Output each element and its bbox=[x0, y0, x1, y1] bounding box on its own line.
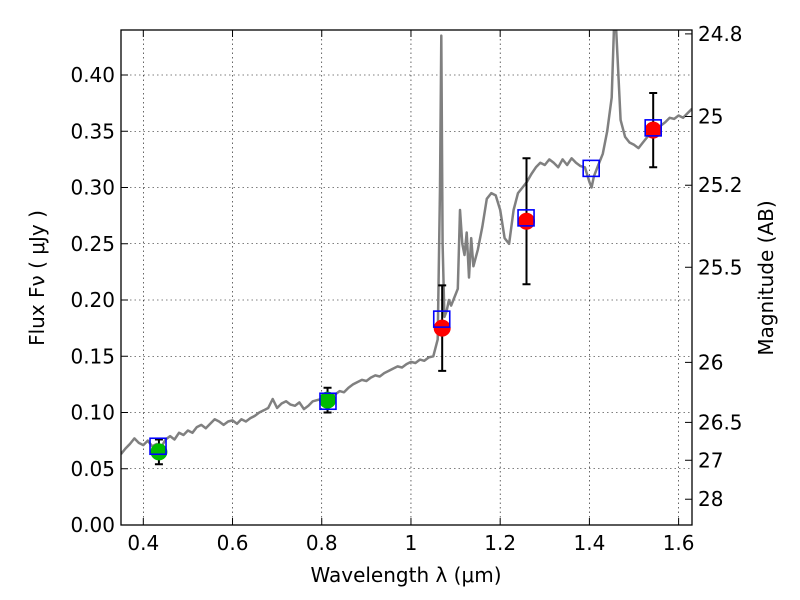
y-tick-labels: 0.00 0.05 0.10 0.15 0.20 0.25 0.30 0.35 0.40 bbox=[70, 63, 115, 537]
y-tick-label-7: 0.35 bbox=[70, 119, 115, 143]
mag-tick-label-2: 25.2 bbox=[698, 173, 743, 197]
x-axis-title: Wavelength λ (μm) bbox=[310, 563, 501, 587]
y-tick-label-1: 0.05 bbox=[70, 457, 115, 481]
x-tick-label-4: 1.2 bbox=[484, 531, 516, 555]
magnitude-tick-labels: 24.8 25 25.2 25.5 26 26.5 27 28 bbox=[698, 22, 743, 511]
x-tick-label-3: 1 bbox=[405, 531, 418, 555]
grid bbox=[121, 30, 692, 526]
mag-tick-label-6: 27 bbox=[698, 448, 723, 472]
spectrum-layer bbox=[121, 30, 692, 455]
x-tick-label-5: 1.4 bbox=[573, 531, 605, 555]
model-point-5 bbox=[644, 119, 662, 137]
x-tick-label-2: 0.8 bbox=[306, 531, 338, 555]
observed-point-0 bbox=[150, 443, 168, 461]
observed-point-2 bbox=[433, 319, 451, 337]
x-tick-label-0: 0.4 bbox=[127, 531, 159, 555]
model-point-3 bbox=[517, 209, 535, 227]
mag-tick-label-7: 28 bbox=[698, 487, 723, 511]
y-tick-label-2: 0.10 bbox=[70, 401, 115, 425]
mag-tick-label-0: 24.8 bbox=[698, 22, 743, 46]
y-tick-label-5: 0.25 bbox=[70, 232, 115, 256]
y-tick-label-0: 0.00 bbox=[70, 513, 115, 537]
y-tick-label-4: 0.20 bbox=[70, 288, 115, 312]
mag-tick-label-3: 25.5 bbox=[698, 255, 743, 279]
plot-frame bbox=[120, 29, 693, 526]
mag-tick-label-1: 25 bbox=[698, 105, 723, 129]
observed-point-3 bbox=[517, 212, 535, 230]
model-point-2 bbox=[432, 310, 451, 328]
y-tick-label-3: 0.15 bbox=[70, 344, 115, 368]
model-point-1 bbox=[319, 392, 337, 411]
model-point-0 bbox=[149, 437, 167, 456]
model-points bbox=[149, 119, 662, 456]
observed-point-1 bbox=[319, 391, 337, 409]
y-axis-title: Flux Fν ( μJy ) bbox=[25, 210, 49, 346]
mag-tick-label-4: 26 bbox=[698, 350, 723, 374]
y-tick-label-8: 0.40 bbox=[70, 63, 115, 87]
model-point-4 bbox=[582, 159, 600, 178]
x-tick-labels: 0.4 0.6 0.8 1 1.2 1.4 1.6 bbox=[127, 531, 694, 555]
mag-tick-label-5: 26.5 bbox=[698, 410, 743, 434]
x-tick-label-6: 1.6 bbox=[663, 531, 695, 555]
observed-points bbox=[150, 121, 662, 461]
spectrum-line bbox=[121, 30, 692, 455]
x-tick-label-1: 0.6 bbox=[217, 531, 249, 555]
y-tick-label-6: 0.30 bbox=[70, 176, 115, 200]
ticks bbox=[121, 30, 692, 526]
y2-axis-title: Magnitude (AB) bbox=[754, 200, 778, 355]
errorbars bbox=[154, 92, 658, 466]
